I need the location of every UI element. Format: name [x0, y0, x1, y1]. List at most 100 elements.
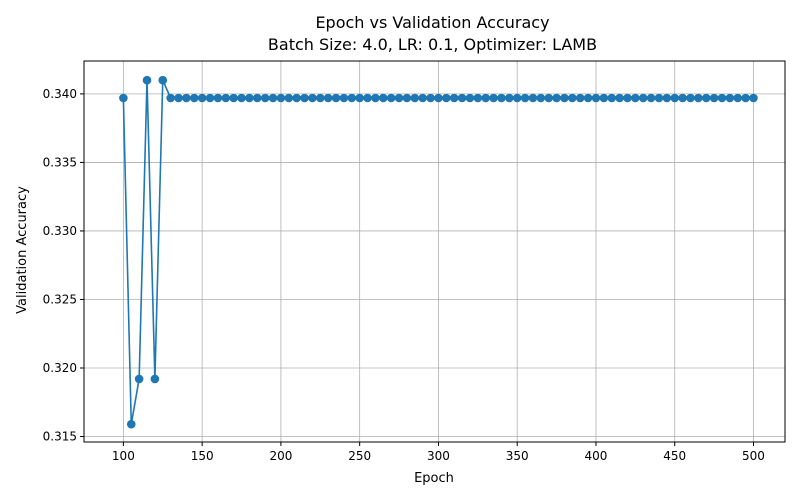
data-point [252, 93, 262, 103]
data-point [591, 93, 601, 103]
data-point [512, 93, 522, 103]
data-point [189, 93, 199, 103]
x-tick-label: 250 [348, 449, 371, 463]
data-point [457, 93, 467, 103]
data-point [544, 93, 554, 103]
data-point [166, 93, 175, 103]
data-point [701, 93, 711, 103]
data-point [662, 93, 672, 103]
x-tick-label: 100 [112, 449, 135, 463]
data-point [536, 93, 546, 103]
data-point [221, 93, 231, 103]
data-point [379, 93, 388, 103]
data-point [158, 75, 168, 85]
data-point [339, 93, 349, 103]
y-axis-label: Validation Accuracy [15, 186, 30, 314]
x-tick-label: 200 [269, 449, 292, 463]
data-point [276, 93, 286, 103]
series-validation-accuracy [119, 75, 758, 429]
x-tick-label: 450 [663, 449, 686, 463]
data-point [197, 93, 207, 103]
data-point [568, 93, 577, 103]
chart-title-line-2: Batch Size: 4.0, LR: 0.1, Optimizer: LAM… [268, 35, 597, 54]
data-point [300, 93, 309, 103]
data-point [552, 93, 561, 103]
data-point [229, 93, 238, 103]
x-tick-label: 400 [585, 449, 608, 463]
x-axis-ticks: 100 150 200 250 300 350 400 450 500 [112, 442, 765, 463]
data-point [646, 93, 656, 103]
data-point [315, 93, 325, 103]
y-tick-label: 0.325 [43, 292, 77, 306]
data-point [245, 93, 254, 103]
data-point [465, 93, 475, 103]
data-point [489, 93, 498, 103]
data-point [505, 93, 514, 103]
plot-frame [83, 60, 786, 443]
data-point [631, 93, 640, 103]
data-point [182, 93, 191, 103]
y-tick-label: 0.340 [43, 87, 77, 101]
data-point [725, 93, 735, 103]
data-point [694, 93, 703, 103]
data-point [205, 93, 215, 103]
data-point [323, 93, 333, 103]
x-tick-label: 150 [191, 449, 214, 463]
data-point [615, 93, 624, 103]
data-point [607, 93, 617, 103]
data-point [623, 93, 632, 103]
data-point [473, 93, 483, 103]
data-point [119, 93, 128, 103]
data-point [213, 93, 223, 103]
data-point [363, 93, 372, 103]
data-point [717, 93, 727, 103]
y-tick-label: 0.330 [43, 224, 77, 238]
axes-frame [83, 60, 786, 443]
data-point [426, 93, 435, 103]
data-point [150, 374, 160, 384]
data-point [292, 93, 301, 103]
data-point [575, 93, 585, 103]
data-point [410, 93, 420, 103]
data-point [371, 93, 380, 103]
x-tick-label: 500 [742, 449, 765, 463]
data-point [520, 93, 530, 103]
data-point [434, 93, 443, 103]
data-point [355, 93, 364, 103]
data-point [347, 93, 357, 103]
data-point [268, 93, 278, 103]
y-tick-label: 0.315 [43, 430, 77, 444]
data-point [308, 93, 317, 103]
data-point [142, 75, 152, 85]
data-point [678, 93, 687, 103]
data-point [686, 93, 695, 103]
data-point [402, 93, 412, 103]
data-point [449, 93, 459, 103]
data-point [528, 93, 538, 103]
data-point [481, 93, 491, 103]
y-tick-label: 0.320 [43, 361, 77, 375]
data-point [670, 93, 680, 103]
data-point [497, 93, 506, 103]
data-point [709, 93, 719, 103]
data-point [331, 93, 341, 103]
data-point [284, 93, 294, 103]
data-point [638, 93, 648, 103]
data-point [237, 93, 246, 103]
data-point [599, 93, 609, 103]
data-point [394, 93, 404, 103]
data-point [174, 93, 183, 103]
x-tick-label: 300 [427, 449, 450, 463]
data-point [733, 93, 743, 103]
data-point [260, 93, 270, 103]
data-point [749, 93, 758, 103]
y-tick-label: 0.335 [43, 155, 77, 169]
data-point [126, 419, 136, 429]
data-point [386, 93, 396, 103]
data-point [654, 93, 664, 103]
data-point [583, 93, 593, 103]
y-axis-ticks: 0.315 0.320 0.325 0.330 0.335 0.340 [43, 87, 84, 444]
data-point [741, 93, 750, 103]
